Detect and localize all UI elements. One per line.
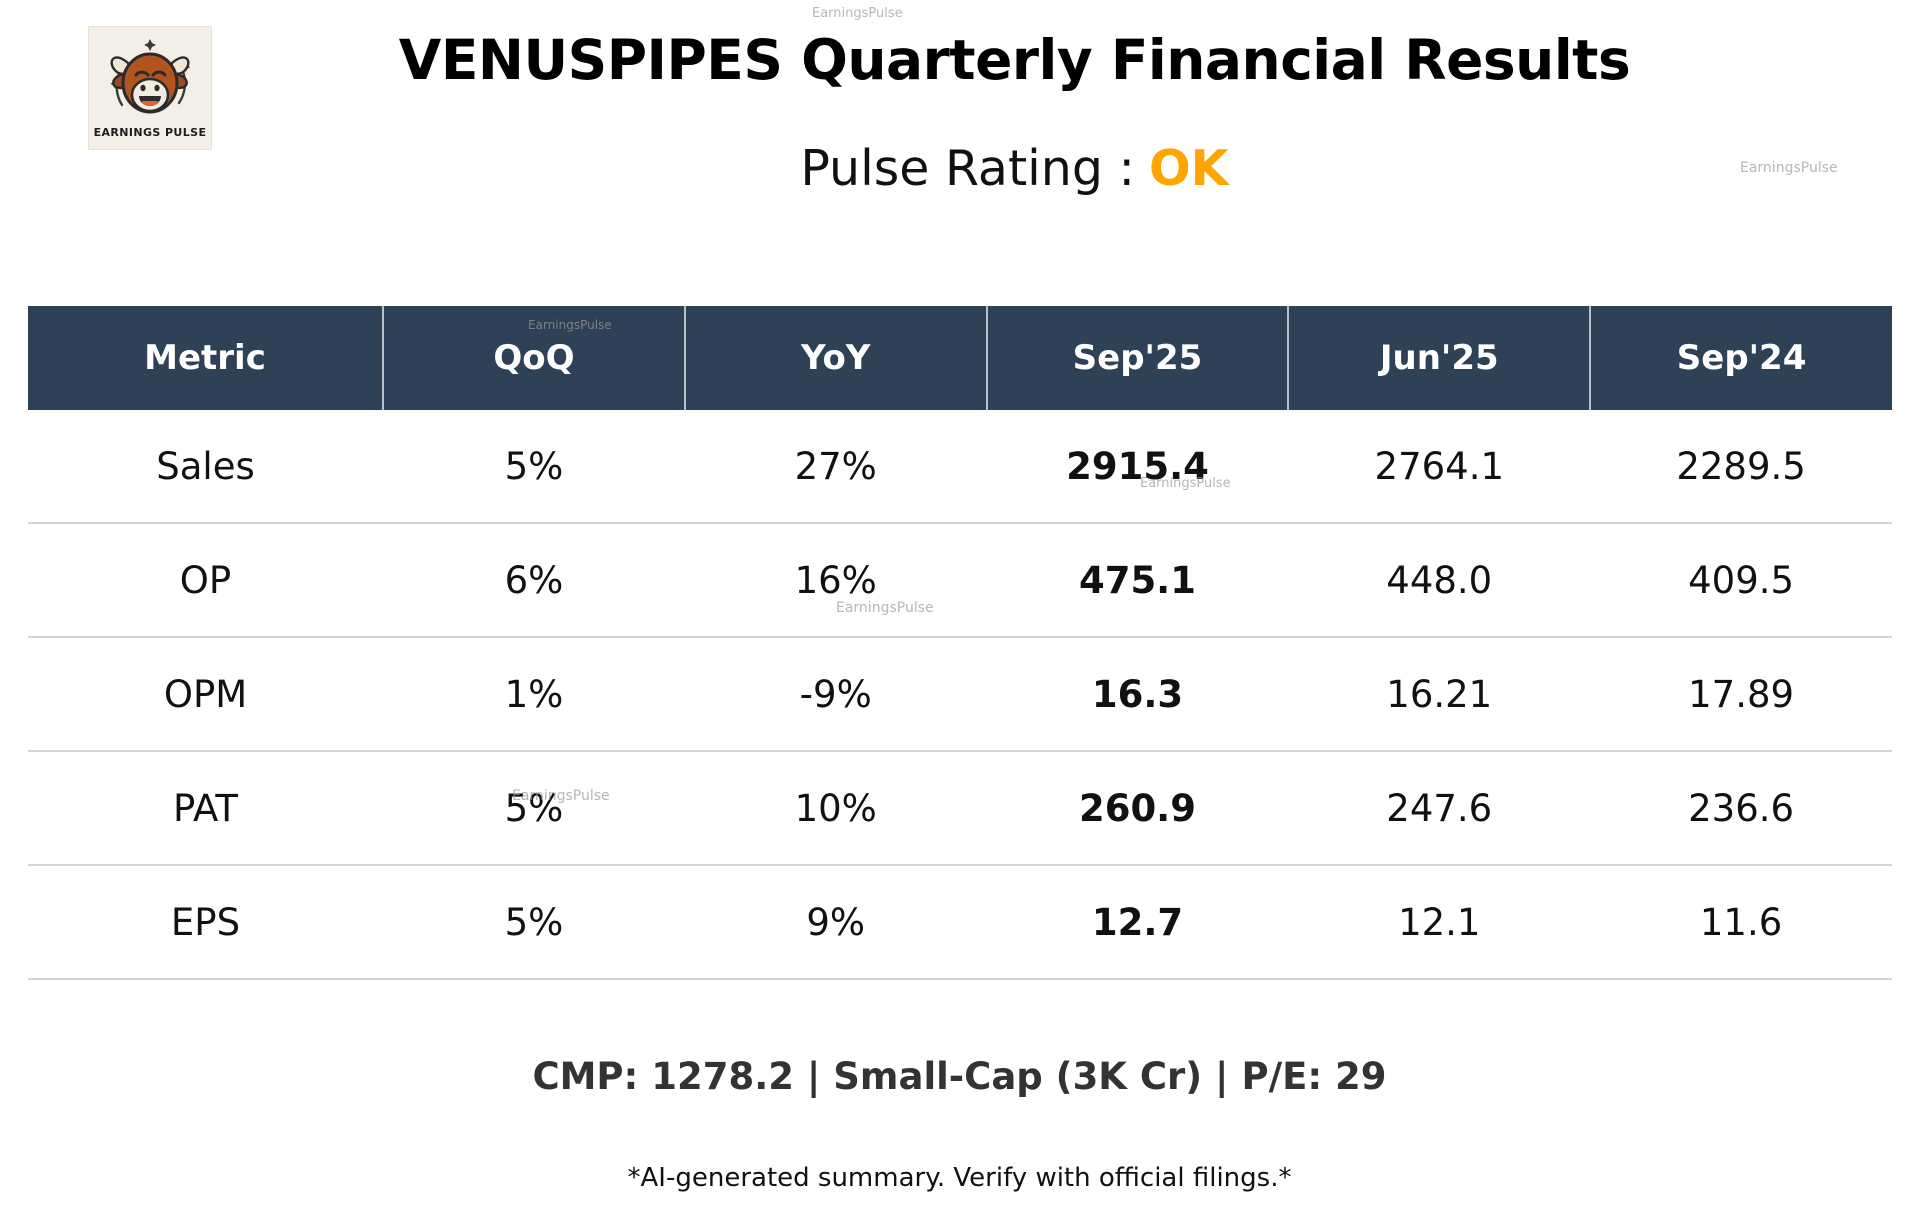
prev-quarter-value: 16.21: [1288, 637, 1591, 752]
yoy-value: 9%: [684, 865, 987, 980]
yoy-value: 10%: [684, 751, 987, 866]
metric-label: EPS: [28, 865, 384, 980]
pulse-rating-value: OK: [1149, 140, 1229, 197]
qoq-value: 1%: [383, 637, 685, 752]
table-row: EPS 5% 9% 12.7 12.1 11.6: [28, 865, 1892, 980]
table-row: Sales 5% 27% 2915.4 2764.1 2289.5: [28, 410, 1892, 524]
prev-year-value: 236.6: [1590, 751, 1892, 866]
column-header-sep25: Sep'25: [986, 306, 1290, 410]
financial-results-table: Metric QoQ YoY Sep'25 Jun'25 Sep'24 Sale…: [28, 306, 1892, 980]
qoq-value: 5%: [383, 410, 685, 524]
table-row: OPM 1% -9% 16.3 16.21 17.89: [28, 637, 1892, 752]
pulse-rating-label: Pulse Rating :: [800, 140, 1136, 197]
prev-year-value: 11.6: [1590, 865, 1892, 980]
bull-mascot-icon: [110, 39, 191, 114]
table-row: PAT 5% 10% 260.9 247.6 236.6: [28, 751, 1892, 866]
metric-label: OPM: [28, 637, 384, 752]
column-header-jun25: Jun'25: [1288, 306, 1592, 410]
qoq-value: 6%: [383, 523, 685, 638]
prev-quarter-value: 247.6: [1288, 751, 1591, 866]
yoy-value: -9%: [684, 637, 987, 752]
prev-quarter-value: 12.1: [1288, 865, 1591, 980]
current-value: 260.9: [986, 751, 1289, 866]
column-header-qoq: QoQ: [383, 306, 686, 410]
yoy-value: 16%: [684, 523, 987, 638]
pulse-rating: Pulse Rating : OK: [0, 140, 1919, 197]
watermark-text: EarningsPulse: [812, 6, 903, 21]
prev-year-value: 2289.5: [1590, 410, 1892, 524]
metric-label: PAT: [28, 751, 384, 866]
logo-wordmark: EARNINGS PULSE: [93, 126, 207, 139]
disclaimer-text: *AI-generated summary. Verify with offic…: [627, 1163, 1292, 1193]
prev-year-value: 17.89: [1590, 637, 1892, 752]
page-title: VENUSPIPES Quarterly Financial Results: [398, 28, 1631, 92]
prev-year-value: 409.5: [1590, 523, 1892, 638]
column-header-metric: Metric: [28, 306, 385, 410]
qoq-value: 5%: [383, 751, 685, 866]
table-header-row: Metric QoQ YoY Sep'25 Jun'25 Sep'24: [28, 306, 1892, 410]
metric-label: OP: [28, 523, 384, 638]
current-value: 16.3: [986, 637, 1289, 752]
column-header-sep24: Sep'24: [1590, 306, 1892, 410]
yoy-value: 27%: [684, 410, 987, 524]
current-value: 12.7: [986, 865, 1289, 980]
current-value: 2915.4: [986, 410, 1289, 524]
prev-quarter-value: 448.0: [1288, 523, 1591, 638]
current-value: 475.1: [986, 523, 1289, 638]
brand-logo: EARNINGS PULSE: [88, 26, 212, 150]
column-header-yoy: YoY: [684, 306, 988, 410]
metric-label: Sales: [28, 410, 384, 524]
qoq-value: 5%: [383, 865, 685, 980]
prev-quarter-value: 2764.1: [1288, 410, 1591, 524]
cmp-summary-line: CMP: 1278.2 | Small-Cap (3K Cr) | P/E: 2…: [532, 1055, 1387, 1098]
table-row: OP 6% 16% 475.1 448.0 409.5: [28, 523, 1892, 638]
